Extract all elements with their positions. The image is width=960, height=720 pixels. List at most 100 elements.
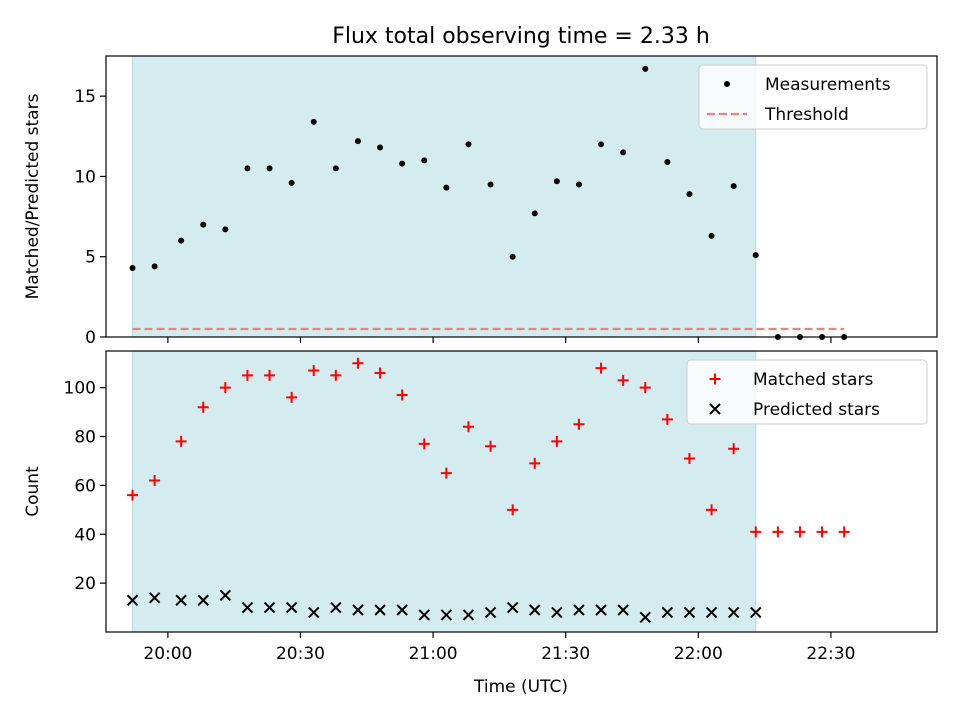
chart-title: Flux total observing time = 2.33 h bbox=[332, 24, 710, 49]
matched-stars-point bbox=[683, 453, 695, 465]
matched-stars-point bbox=[529, 457, 541, 469]
predicted-stars-point bbox=[418, 609, 430, 621]
measurements-point bbox=[377, 144, 384, 151]
measurements-point bbox=[553, 178, 560, 185]
matched-stars-point bbox=[396, 389, 408, 401]
predicted-stars-point bbox=[148, 592, 161, 604]
measurements-point bbox=[129, 264, 136, 271]
predicted-stars-point bbox=[727, 606, 740, 619]
observing-interval-shade bbox=[132, 351, 756, 632]
measurements-point bbox=[575, 181, 582, 188]
measurements-point bbox=[708, 232, 715, 239]
matched-stars-point bbox=[241, 369, 253, 381]
matched-stars-point bbox=[330, 369, 342, 381]
matched-stars-point bbox=[149, 475, 161, 487]
matched-stars-point bbox=[418, 438, 430, 450]
matched-stars-point bbox=[197, 401, 209, 413]
measurements-point bbox=[288, 179, 295, 186]
measurements-point bbox=[443, 184, 450, 191]
legend-label: Matched stars bbox=[753, 370, 873, 390]
x-axis-label: Time (UTC) bbox=[473, 677, 568, 697]
measurements-point bbox=[509, 253, 516, 260]
measurements-point bbox=[686, 191, 693, 198]
matched-stars-point bbox=[617, 374, 629, 386]
measurements-point bbox=[266, 165, 273, 172]
matched-stars-point bbox=[551, 435, 563, 447]
measurements-point bbox=[620, 149, 627, 156]
predicted-stars-point bbox=[440, 609, 453, 621]
predicted-stars-point bbox=[285, 601, 298, 614]
matched-stars-point bbox=[440, 467, 452, 479]
matched-stars-point bbox=[595, 362, 607, 374]
y-tick-label: 40 bbox=[74, 525, 96, 545]
matched-stars-point bbox=[573, 418, 585, 430]
x-tick-label: 22:00 bbox=[674, 644, 723, 664]
legend-label: Measurements bbox=[765, 75, 891, 95]
measurements-point bbox=[151, 263, 158, 270]
y-tick-label: 20 bbox=[74, 574, 96, 594]
matched-stars-point bbox=[485, 440, 497, 452]
matched-stars-point bbox=[639, 382, 651, 394]
measurements-point bbox=[354, 138, 361, 145]
legend-box bbox=[698, 64, 928, 130]
measurements-point bbox=[178, 237, 185, 244]
matched-stars-point bbox=[127, 489, 139, 501]
matched-stars-point bbox=[264, 369, 276, 381]
x-tick-label: 21:00 bbox=[409, 644, 458, 664]
y-tick-label: 5 bbox=[85, 248, 96, 268]
matched-stars-point bbox=[308, 365, 320, 377]
legend-swatch bbox=[709, 403, 721, 415]
top-panel: 0 5 10 15 Matched/Predicted stars Measurement… bbox=[23, 55, 938, 348]
predicted-stars-point bbox=[396, 604, 408, 616]
matched-stars-point bbox=[816, 526, 828, 538]
predicted-stars-point bbox=[263, 601, 276, 614]
predicted-stars-point bbox=[573, 604, 585, 616]
measurements-point bbox=[200, 221, 207, 228]
predicted-stars-point bbox=[462, 609, 475, 621]
plot-frame bbox=[105, 350, 938, 633]
measurements-point bbox=[642, 65, 649, 72]
predicted-stars-point bbox=[506, 601, 519, 614]
x-tick-label: 20:00 bbox=[143, 644, 192, 664]
measurements-point bbox=[531, 210, 538, 217]
predicted-stars-point bbox=[639, 611, 651, 624]
bottom-panel: 20 40 60 80 100 20:00 20:30 21:00 21:30 22:00 22:3… bbox=[23, 350, 938, 664]
y-tick-label: 100 bbox=[64, 379, 96, 399]
y-tick-label: 15 bbox=[74, 87, 96, 107]
legend-swatch bbox=[724, 81, 730, 87]
measurements-point bbox=[664, 158, 671, 165]
measurements-point bbox=[752, 252, 759, 259]
observing-interval-shade bbox=[132, 56, 756, 337]
measurements-point bbox=[310, 118, 317, 125]
measurements-point bbox=[332, 165, 339, 172]
y-tick-label: 0 bbox=[85, 328, 96, 348]
predicted-stars-point bbox=[551, 606, 563, 619]
measurements-point bbox=[399, 160, 406, 167]
legend-box bbox=[686, 359, 928, 425]
predicted-stars-point bbox=[219, 589, 232, 602]
matched-stars-point bbox=[462, 421, 474, 433]
matched-stars-point bbox=[661, 413, 673, 425]
predicted-stars-point bbox=[529, 604, 541, 616]
predicted-stars-point bbox=[617, 604, 629, 616]
predicted-stars-point bbox=[241, 601, 254, 614]
matched-stars-point bbox=[750, 526, 762, 538]
measurements-point bbox=[465, 141, 472, 148]
legend-swatch bbox=[709, 373, 721, 385]
plot-frame bbox=[105, 55, 938, 338]
matched-stars-point bbox=[772, 526, 784, 538]
predicted-stars-point bbox=[595, 604, 607, 616]
predicted-stars-point bbox=[661, 606, 674, 619]
measurements-point bbox=[730, 183, 737, 190]
predicted-stars-point bbox=[374, 604, 386, 616]
predicted-stars-point bbox=[750, 606, 762, 619]
measurements-point bbox=[598, 141, 605, 148]
predicted-stars-point bbox=[683, 606, 696, 619]
legend-label: Threshold bbox=[764, 105, 849, 125]
matched-stars-point bbox=[794, 526, 806, 538]
legend-label: Predicted stars bbox=[753, 400, 880, 420]
matched-stars-point bbox=[352, 357, 364, 369]
matched-stars-point bbox=[175, 435, 187, 447]
matched-stars-point bbox=[706, 504, 718, 516]
